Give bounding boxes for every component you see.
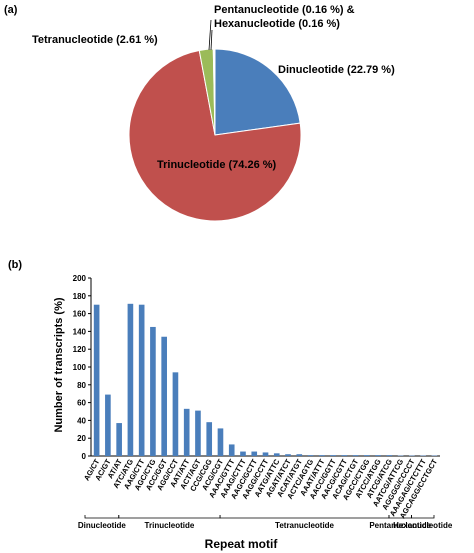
pie-label-tri: Trinucleotide (74.26 %) [157, 159, 277, 171]
motif-groups: Dinucleotide Trinucleotide Tetranucleotide… [78, 515, 453, 530]
y-tick-label: 140 [73, 327, 87, 336]
bar-atc-atg [127, 303, 134, 456]
bar-agcc-ctgg [364, 455, 370, 456]
pie-label-penta-hexa-line1: Pentanucleotide (0.16 %) & [214, 4, 355, 16]
bar-at-at [116, 423, 122, 456]
y-axis-label: Number of transcripts (%) [53, 297, 65, 432]
pie-slice-hexanucleotide [213, 48, 216, 136]
group-bracket-dinucleotide [84, 515, 120, 519]
panel-b-label: (b) [8, 259, 22, 271]
bar-aaat-attt [318, 455, 325, 456]
y-tick-label: 60 [77, 399, 86, 408]
group-label-tetranucleotide: Tetranucleotide [275, 521, 335, 530]
pie-leader-line-penta [208, 19, 212, 51]
bar-acat-atgt [296, 454, 303, 456]
panel-a-label: (a) [4, 4, 18, 16]
bar-actc-agtg [307, 455, 314, 456]
pie-label-tetra: Tetranucleotide (2.61 %) [32, 34, 158, 46]
bar-ag-ct [93, 304, 100, 456]
pie-slice-dinucleotide [214, 48, 301, 136]
bar-atcg-atcg [386, 455, 393, 456]
bar-aagc-gctt [251, 451, 258, 456]
x-axis: AG/CTAC/GTAT/ATATC/ATGAAG/CTTAGC/CTGACC/… [82, 457, 439, 520]
y-tick-label: 0 [82, 452, 87, 461]
bar-aaac-gttt [228, 444, 235, 456]
y-tick-label: 180 [73, 292, 87, 301]
y-tick-label: 40 [77, 416, 86, 425]
bar-aacg-cgtt [341, 455, 348, 456]
pie-label-di: Dinucleotide (22.79 %) [278, 64, 395, 76]
bar-atcc-atgg [375, 455, 381, 456]
group-label-trinucleotide: Trinucleotide [145, 521, 195, 530]
bar-aacc-ggtt [330, 455, 336, 456]
bar-agat-atct [285, 454, 291, 456]
pie-chart [128, 48, 302, 222]
y-tick-label: 160 [73, 310, 87, 319]
bar-aagg-cctt [262, 452, 269, 456]
pie-slice-trinucleotide [128, 49, 302, 222]
bar-aat-att [183, 408, 190, 456]
group-label-hexanucleotide: Hexanucleotide [393, 521, 453, 530]
group-label-dinucleotide: Dinucleotide [78, 521, 127, 530]
bar-acc-ggt [161, 336, 167, 456]
bar-ccg-cgg [206, 422, 213, 456]
y-tick-label: 100 [73, 363, 87, 372]
bar-aaag-cttt [240, 451, 246, 456]
bar-agc-ctg [150, 326, 156, 456]
group-bracket-hexanucleotide [411, 515, 435, 519]
y-tick-label: 120 [73, 345, 87, 354]
bar-ac-gt [105, 394, 111, 456]
bar-series [93, 303, 438, 456]
group-bracket-tetranucleotide [219, 515, 390, 519]
bar-act-agt [195, 410, 201, 456]
bar-acg-cgt [217, 428, 224, 456]
group-label-pentanucleotide: Pentanucleotide [369, 521, 431, 530]
y-tick-label: 20 [77, 434, 86, 443]
bar-aag-ctt [138, 304, 145, 456]
pie-leader-line-hexa [210, 29, 213, 51]
group-bracket-trinucleotide [118, 515, 221, 519]
y-tick-label: 80 [77, 381, 86, 390]
bar-agg-cct [172, 372, 179, 456]
x-axis-label: Repeat motif [205, 537, 279, 551]
pie-label-penta-hexa-line2: Hexanucleotide (0.16 %) [214, 18, 340, 30]
y-tick-label: 200 [73, 274, 87, 283]
bar-acag-ctgt [352, 455, 359, 456]
y-axis: 0 20 40 60 80 100 120 140 160 180 200 [73, 274, 440, 461]
bar-aatg-attc [273, 453, 280, 456]
